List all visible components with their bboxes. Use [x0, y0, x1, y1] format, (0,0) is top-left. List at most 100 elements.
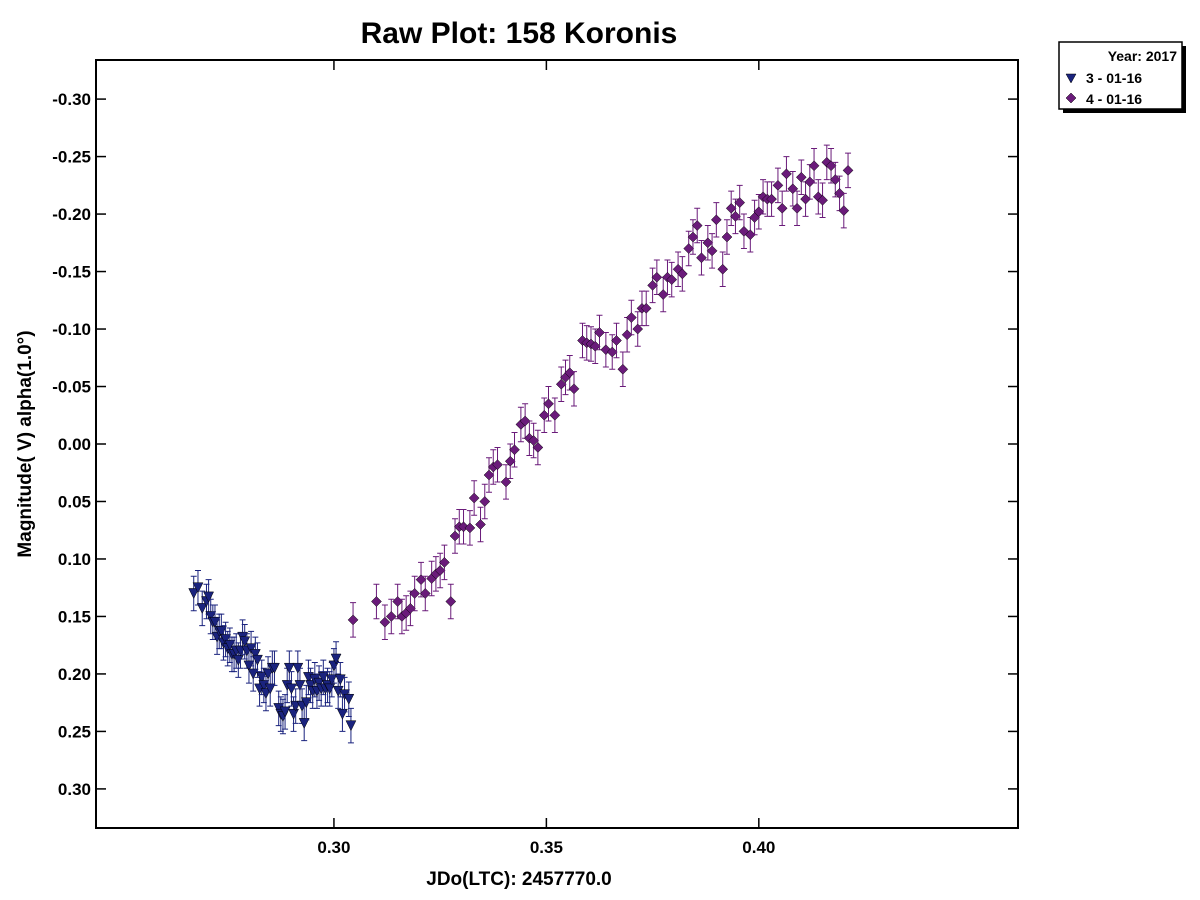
data-point-diamond	[804, 176, 816, 188]
data-point-diamond	[817, 194, 828, 206]
y-axis-ticks: -0.30 -0.25 -0.20 -0.15 -0.10 -0.05 0.00 0.05 0.…	[52, 90, 1018, 799]
data-point-diamond	[419, 588, 431, 599]
legend: Year: 2017 3 - 01-16 4 - 01-16	[1058, 41, 1186, 113]
y-tick-label: -0.20	[52, 205, 91, 224]
data-point-triangle	[345, 720, 357, 732]
data-point-diamond	[564, 367, 576, 379]
y-tick-label: 0.25	[58, 722, 91, 741]
chart-title: Raw Plot: 158 Koronis	[361, 17, 678, 50]
data-point-diamond	[483, 469, 495, 481]
data-point-diamond	[666, 274, 678, 285]
data-point-diamond	[766, 193, 777, 205]
data-point-diamond	[475, 519, 486, 530]
plot-area	[95, 59, 1019, 829]
legend-entry-1: 3 - 01-16	[1086, 70, 1142, 86]
data-point-diamond	[434, 565, 446, 576]
data-point-diamond	[409, 588, 421, 599]
y-tick-label: 0.10	[58, 550, 91, 569]
data-point-triangle	[283, 662, 295, 674]
data-point-diamond	[543, 398, 554, 410]
data-point-diamond	[371, 596, 382, 607]
data-point-diamond	[589, 340, 601, 352]
data-point-triangle	[288, 708, 299, 720]
data-point-diamond	[392, 596, 404, 607]
data-point-diamond	[617, 363, 629, 375]
data-point-triangle	[330, 653, 342, 665]
data-point-triangle	[294, 680, 306, 691]
data-point-diamond	[621, 329, 633, 341]
data-point-diamond	[800, 193, 811, 205]
data-point-triangle	[232, 654, 244, 666]
data-point-diamond	[734, 197, 746, 208]
legend-title: Year: 2017	[1108, 48, 1177, 64]
data-point-diamond	[702, 237, 714, 249]
data-point-diamond	[532, 442, 544, 453]
legend-entry-2: 4 - 01-16	[1086, 91, 1142, 107]
data-point-diamond	[528, 435, 539, 446]
x-tick-label: 0.35	[530, 838, 563, 857]
data-point-diamond	[445, 596, 457, 607]
data-point-diamond	[776, 202, 788, 214]
data-point-diamond	[829, 174, 841, 185]
series-1	[188, 569, 357, 744]
data-point-triangle	[196, 603, 208, 614]
data-point-diamond	[842, 165, 854, 176]
data-point-diamond	[385, 611, 397, 622]
data-point-triangle	[343, 693, 355, 705]
data-point-diamond	[449, 530, 461, 542]
data-point-diamond	[509, 444, 520, 456]
data-point-diamond	[492, 459, 503, 471]
y-tick-label: 0.15	[58, 607, 91, 626]
data-point-diamond	[781, 168, 792, 180]
series-2	[347, 144, 854, 640]
data-point-triangle	[269, 662, 280, 674]
data-point-diamond	[479, 496, 491, 507]
data-point-diamond	[405, 603, 416, 614]
data-point-triangle	[192, 582, 204, 594]
data-point-diamond	[519, 415, 531, 427]
data-point-diamond	[838, 205, 850, 216]
legend-marker-triangle	[1065, 73, 1077, 84]
data-point-diamond	[549, 409, 561, 421]
data-point-diamond	[706, 245, 718, 257]
data-point-diamond	[787, 183, 799, 195]
data-point-diamond	[691, 220, 703, 231]
data-point-diamond	[744, 229, 756, 241]
data-point-diamond	[568, 383, 580, 395]
data-point-triangle	[188, 588, 200, 600]
y-tick-label: -0.15	[52, 263, 91, 282]
data-point-diamond	[468, 492, 480, 504]
data-point-diamond	[500, 476, 512, 488]
y-tick-label: -0.05	[52, 378, 91, 397]
data-point-diamond	[687, 231, 699, 243]
data-point-diamond	[795, 171, 807, 183]
data-point-diamond	[710, 214, 722, 226]
y-tick-label: 0.30	[58, 780, 91, 799]
data-point-diamond	[415, 574, 427, 586]
y-tick-label: -0.10	[52, 320, 91, 339]
data-point-triangle	[245, 643, 257, 655]
data-point-triangle	[279, 706, 291, 718]
data-point-diamond	[600, 344, 612, 356]
data-point-diamond	[347, 614, 359, 626]
data-point-diamond	[791, 202, 803, 214]
y-tick-label: -0.30	[52, 90, 91, 109]
x-tick-label: 0.30	[317, 838, 350, 857]
y-tick-label: 0.05	[58, 492, 91, 511]
data-point-diamond	[538, 409, 550, 421]
data-point-diamond	[696, 252, 707, 264]
data-point-diamond	[555, 378, 567, 390]
data-point-diamond	[721, 231, 733, 243]
data-point-diamond	[626, 312, 637, 323]
data-point-diamond	[717, 263, 729, 275]
data-points	[188, 144, 854, 744]
data-point-diamond	[651, 271, 663, 283]
x-tick-label: 0.40	[742, 838, 775, 857]
data-point-diamond	[606, 346, 618, 358]
data-point-diamond	[647, 279, 658, 291]
data-point-diamond	[640, 302, 652, 314]
data-point-diamond	[725, 202, 737, 214]
y-axis-label: Magnitude( V) alpha(1.0°)	[15, 330, 36, 557]
legend-marker-diamond	[1065, 92, 1077, 104]
data-point-diamond	[834, 188, 845, 199]
